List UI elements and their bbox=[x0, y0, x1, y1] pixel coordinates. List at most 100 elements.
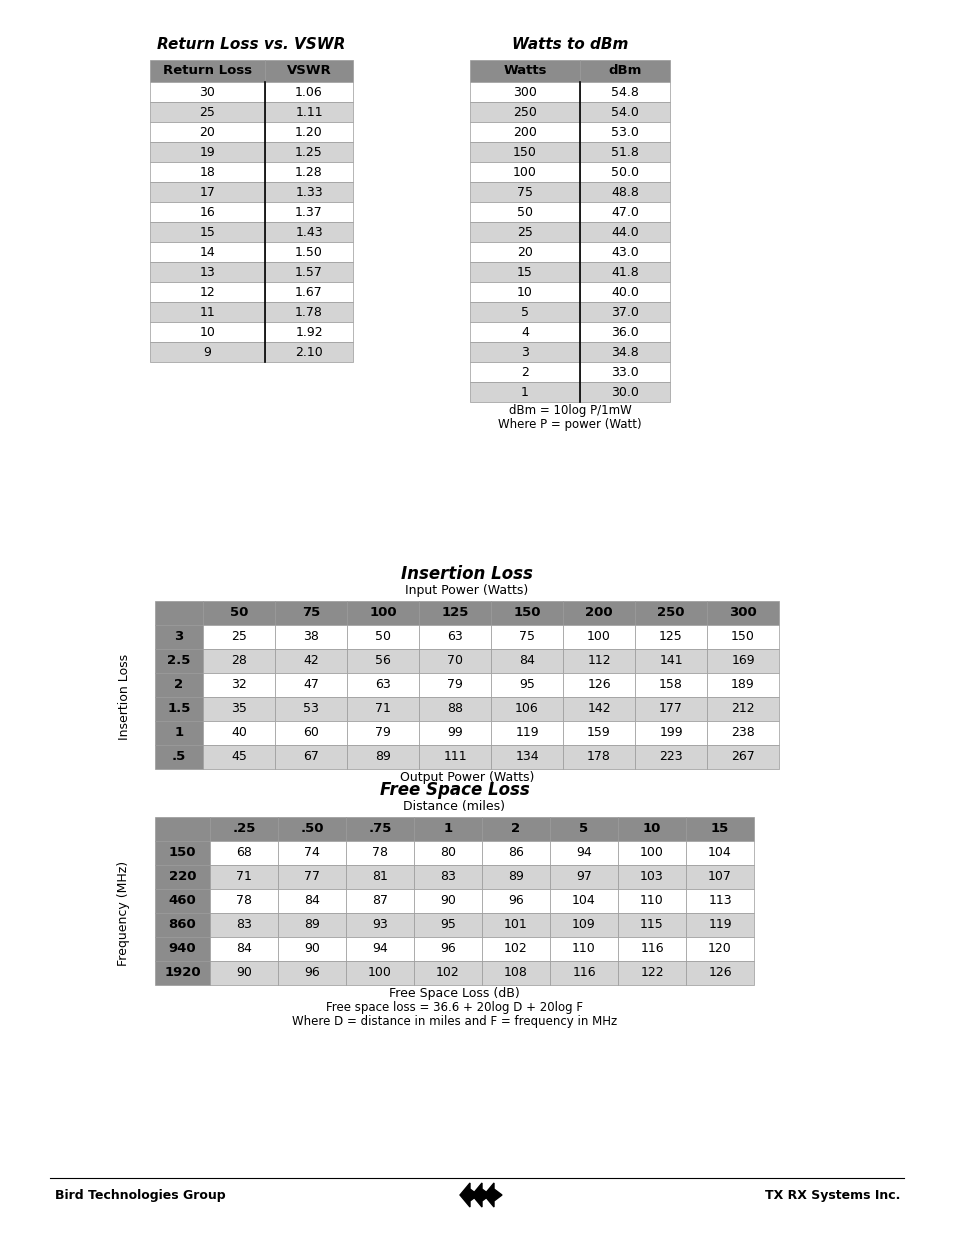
Bar bbox=[685, 913, 753, 937]
Text: 71: 71 bbox=[235, 871, 252, 883]
Text: 50: 50 bbox=[230, 606, 248, 620]
Text: 75: 75 bbox=[517, 185, 533, 199]
Text: Insertion Loss: Insertion Loss bbox=[118, 655, 132, 740]
Bar bbox=[265, 122, 353, 142]
Text: 178: 178 bbox=[586, 751, 610, 763]
Bar bbox=[579, 382, 669, 403]
Bar bbox=[562, 673, 635, 697]
Text: 93: 93 bbox=[372, 919, 388, 931]
Text: .5: .5 bbox=[172, 751, 186, 763]
Text: 1.37: 1.37 bbox=[294, 205, 322, 219]
Bar bbox=[562, 721, 635, 745]
Bar bbox=[618, 961, 685, 986]
Bar bbox=[579, 182, 669, 203]
Text: 159: 159 bbox=[586, 726, 610, 740]
Text: 54.8: 54.8 bbox=[611, 85, 639, 99]
Bar bbox=[579, 103, 669, 122]
Text: 9: 9 bbox=[203, 346, 212, 358]
Text: 100: 100 bbox=[513, 165, 537, 179]
Bar bbox=[154, 601, 203, 625]
Text: .75: .75 bbox=[368, 823, 392, 836]
Text: 87: 87 bbox=[372, 894, 388, 908]
Text: 300: 300 bbox=[513, 85, 537, 99]
Bar bbox=[635, 673, 706, 697]
Bar bbox=[203, 625, 274, 650]
Text: 250: 250 bbox=[513, 105, 537, 119]
Bar bbox=[346, 818, 414, 841]
Text: 48.8: 48.8 bbox=[611, 185, 639, 199]
Bar bbox=[154, 673, 203, 697]
Bar bbox=[470, 242, 579, 262]
Text: 37.0: 37.0 bbox=[611, 305, 639, 319]
Bar bbox=[265, 222, 353, 242]
Text: 460: 460 bbox=[169, 894, 196, 908]
Bar bbox=[706, 697, 779, 721]
Text: 113: 113 bbox=[707, 894, 731, 908]
Text: 2: 2 bbox=[511, 823, 520, 836]
Text: 17: 17 bbox=[199, 185, 215, 199]
Text: 104: 104 bbox=[572, 894, 596, 908]
Text: 30.0: 30.0 bbox=[611, 385, 639, 399]
Bar bbox=[210, 864, 277, 889]
Bar bbox=[203, 745, 274, 769]
Text: Return Loss vs. VSWR: Return Loss vs. VSWR bbox=[157, 37, 345, 52]
Text: 1.28: 1.28 bbox=[294, 165, 322, 179]
Bar bbox=[150, 262, 265, 282]
Bar bbox=[150, 82, 265, 103]
Text: 83: 83 bbox=[439, 871, 456, 883]
Bar bbox=[274, 625, 347, 650]
Bar bbox=[154, 745, 203, 769]
Bar bbox=[579, 203, 669, 222]
Bar bbox=[481, 864, 550, 889]
Text: 47: 47 bbox=[303, 678, 318, 692]
Bar bbox=[150, 61, 265, 82]
Text: 1.78: 1.78 bbox=[294, 305, 323, 319]
Bar bbox=[635, 601, 706, 625]
Text: 116: 116 bbox=[639, 942, 663, 956]
Text: 79: 79 bbox=[447, 678, 462, 692]
Text: Distance (miles): Distance (miles) bbox=[403, 800, 505, 813]
Bar bbox=[265, 82, 353, 103]
Bar bbox=[685, 864, 753, 889]
Text: .25: .25 bbox=[233, 823, 255, 836]
Text: 80: 80 bbox=[439, 846, 456, 860]
Text: 71: 71 bbox=[375, 703, 391, 715]
Bar bbox=[562, 745, 635, 769]
Bar bbox=[154, 961, 210, 986]
Text: 41.8: 41.8 bbox=[611, 266, 639, 279]
Text: 90: 90 bbox=[235, 967, 252, 979]
Text: 150: 150 bbox=[169, 846, 196, 860]
Text: 15: 15 bbox=[710, 823, 728, 836]
Bar bbox=[265, 303, 353, 322]
Text: 1: 1 bbox=[520, 385, 528, 399]
Text: 100: 100 bbox=[369, 606, 396, 620]
Text: 300: 300 bbox=[728, 606, 756, 620]
Text: 96: 96 bbox=[439, 942, 456, 956]
Text: 32: 32 bbox=[231, 678, 247, 692]
Bar bbox=[154, 721, 203, 745]
Text: Bird Technologies Group: Bird Technologies Group bbox=[55, 1188, 226, 1202]
Text: 177: 177 bbox=[659, 703, 682, 715]
Text: 35: 35 bbox=[231, 703, 247, 715]
Text: 10: 10 bbox=[517, 285, 533, 299]
Bar bbox=[562, 601, 635, 625]
Bar bbox=[210, 913, 277, 937]
Text: 1: 1 bbox=[443, 823, 452, 836]
Bar bbox=[470, 282, 579, 303]
Bar bbox=[418, 673, 491, 697]
Text: 36.0: 36.0 bbox=[611, 326, 639, 338]
Bar bbox=[150, 322, 265, 342]
Text: 53.0: 53.0 bbox=[611, 126, 639, 138]
Text: 199: 199 bbox=[659, 726, 682, 740]
Bar bbox=[470, 342, 579, 362]
Bar bbox=[154, 697, 203, 721]
Bar bbox=[150, 182, 265, 203]
Text: 89: 89 bbox=[508, 871, 523, 883]
Bar bbox=[150, 303, 265, 322]
Bar bbox=[203, 601, 274, 625]
Bar bbox=[481, 818, 550, 841]
Bar bbox=[277, 961, 346, 986]
Text: 15: 15 bbox=[199, 226, 215, 238]
Bar bbox=[265, 242, 353, 262]
Bar bbox=[706, 745, 779, 769]
